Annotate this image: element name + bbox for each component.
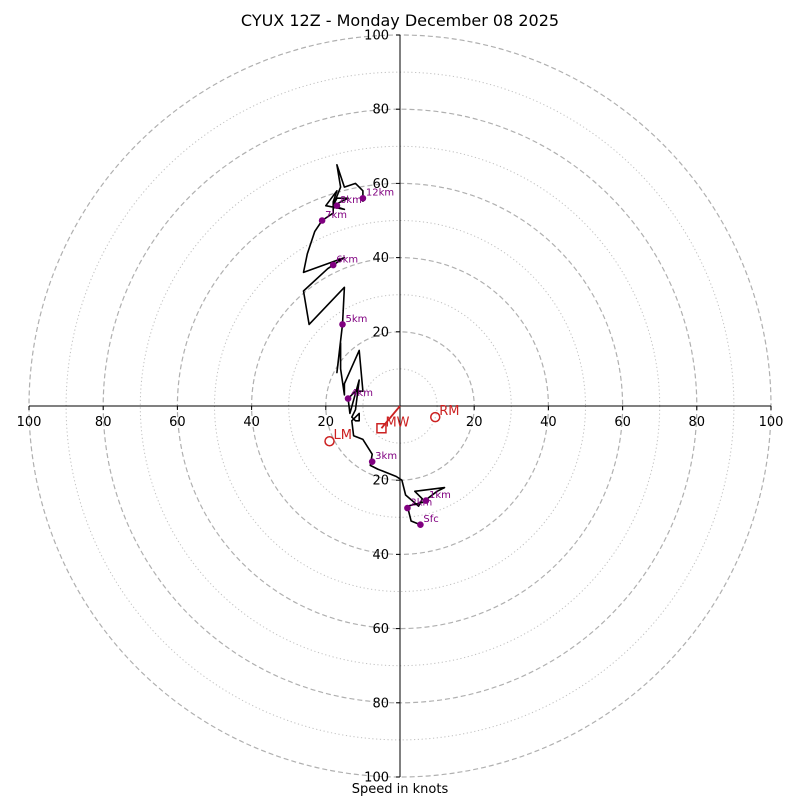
x-tick-label: 80 (689, 415, 706, 430)
y-tick-label: 40 (372, 251, 389, 266)
height-label-6km: 6km (336, 255, 358, 266)
height-label-1km: 1km (429, 490, 451, 501)
y-tick-label: 40 (372, 548, 389, 563)
y-tick-label: 100 (364, 771, 389, 786)
storm-motion-label-mw: MW (385, 415, 409, 430)
height-label-12km: 12km (366, 188, 394, 199)
x-tick-label: 60 (614, 415, 631, 430)
height-marker-6km (329, 261, 337, 269)
height-marker-8km (333, 202, 341, 209)
x-tick-label: 20 (318, 415, 335, 430)
storm-motion-label-lm: LM (334, 428, 352, 443)
y-tick-label: 80 (372, 103, 389, 118)
height-label-5km: 5km (345, 314, 367, 325)
x-tick-label: 60 (169, 415, 186, 430)
height-label-sfc: Sfc (423, 514, 438, 525)
height-label-4km: 4km (351, 388, 373, 399)
height-marker-3km (368, 458, 376, 465)
x-tick-label: 80 (95, 415, 112, 430)
wind-trace (302, 164, 446, 526)
height-label-2km: 2km (410, 498, 432, 509)
height-marker-5km (339, 321, 346, 328)
y-tick-label: 60 (372, 177, 389, 192)
y-tick-label: 20 (372, 474, 389, 489)
y-tick-label: 80 (372, 696, 389, 711)
left-mover-marker (324, 435, 335, 447)
storm-motion-label-rm: RM (439, 404, 459, 419)
hodograph-trace-line (302, 164, 446, 526)
height-marker-12km (359, 194, 367, 202)
height-label-8km: 8km (340, 195, 362, 206)
x-axis-label: Speed in knots (351, 782, 449, 797)
x-tick-label: 40 (243, 415, 260, 430)
height-marker-2km (404, 504, 411, 512)
y-tick-label: 20 (372, 325, 389, 340)
height-marker-sfc (417, 521, 424, 529)
height-label-3km: 3km (375, 451, 397, 462)
height-marker-4km (344, 395, 352, 402)
y-tick-label: 60 (372, 622, 389, 637)
right-mover-marker (429, 411, 441, 423)
mean-wind-vector (380, 405, 401, 429)
mean-wind-marker (376, 423, 387, 434)
height-label-7km: 7km (325, 210, 347, 221)
x-tick-label: 20 (466, 415, 483, 430)
height-marker-1km (422, 497, 430, 504)
y-tick-label: 100 (364, 29, 389, 44)
tick-labels: 100 80 60 40 20 20 40 60 80 100 100 80 60 40 20 20 40 60 8… (17, 29, 784, 786)
x-tick-label: 100 (759, 415, 784, 430)
chart-title: CYUX 12Z - Monday December 08 2025 (240, 11, 560, 30)
height-marker-7km (318, 217, 326, 224)
x-tick-label: 100 (17, 415, 42, 430)
storm-motion: RM LM MW (324, 404, 459, 447)
x-tick-label: 40 (540, 415, 557, 430)
